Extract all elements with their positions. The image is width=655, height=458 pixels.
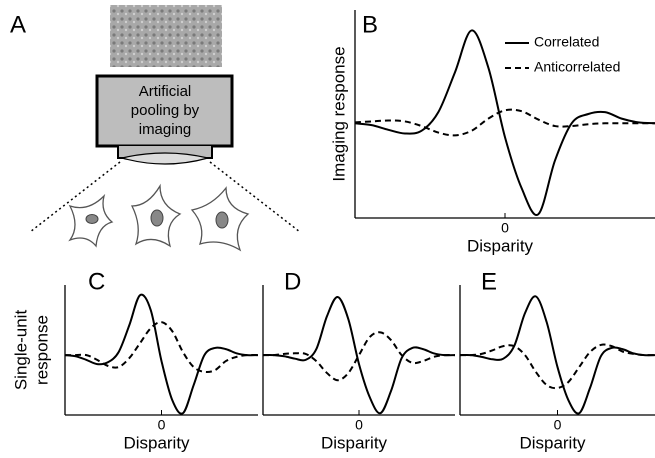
image <box>110 5 222 67</box>
series-line <box>65 295 258 414</box>
panel-label: E <box>481 268 497 295</box>
series-line <box>263 332 455 380</box>
y-axis-label: response <box>32 315 51 385</box>
panel-label: C <box>88 268 105 295</box>
nucleus <box>86 215 98 224</box>
x-tick-label: 0 <box>501 220 509 236</box>
series-line <box>263 297 455 413</box>
x-tick-label: 0 <box>158 417 166 433</box>
y-axis-label: Single-unit <box>11 310 30 391</box>
x-tick-label: 0 <box>355 417 363 433</box>
legend-label: Anticorrelated <box>534 59 620 75</box>
x-axis-label: Disparity <box>321 433 388 452</box>
box-text: pooling by <box>131 102 200 119</box>
x-axis-label: Disparity <box>519 433 586 452</box>
panel-label: D <box>284 268 301 295</box>
box-text: Artificial <box>139 83 192 100</box>
nucleus <box>216 212 228 228</box>
x-tick-label: 0 <box>554 417 562 433</box>
x-axis-label: Disparity <box>123 433 190 452</box>
diagram-a: A Artificial pooling by imaging <box>10 5 300 250</box>
panel-label: B <box>362 11 378 38</box>
legend-label: Correlated <box>534 34 599 50</box>
panel-label: A <box>10 11 26 38</box>
nucleus <box>151 210 163 226</box>
y-axis-label: Imaging response <box>329 46 348 181</box>
x-axis-label: Disparity <box>467 236 534 255</box>
series-line <box>460 296 655 413</box>
figure: A Artificial pooling by imaging B0Dispar… <box>0 0 655 458</box>
box-text: imaging <box>139 121 192 138</box>
